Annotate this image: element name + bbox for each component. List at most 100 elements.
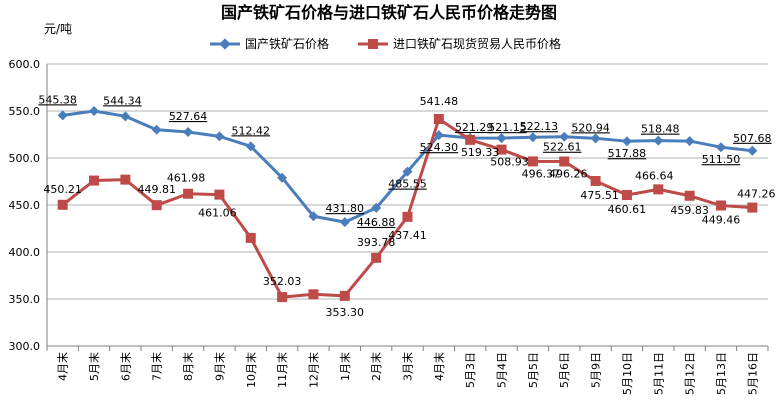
x-tick-label: 12月末 xyxy=(306,352,320,388)
data-label: 521.15 xyxy=(488,121,527,134)
y-axis: 300.0 350.0 400.0 450.0 500.0 550.0 600.0 xyxy=(9,58,48,353)
x-tick-label: 9月末 xyxy=(212,352,226,381)
point-marker xyxy=(89,175,100,186)
x-tick-label: 5月11日 xyxy=(652,352,665,395)
data-label: 459.83 xyxy=(670,204,709,217)
x-tick-label: 5月3日 xyxy=(464,352,477,388)
data-label: 527.64 xyxy=(169,110,208,123)
data-label: 544.34 xyxy=(103,94,142,107)
point-marker xyxy=(371,252,382,263)
y-tick-label: 450.0 xyxy=(9,199,41,212)
series-line-1 xyxy=(61,117,753,299)
point-marker xyxy=(747,202,758,213)
point-marker xyxy=(183,127,194,138)
y-tick-label: 500.0 xyxy=(9,152,41,165)
y-tick-label: 350.0 xyxy=(9,293,41,306)
point-marker xyxy=(57,110,68,121)
point-marker xyxy=(57,199,68,210)
data-label: 496.37 xyxy=(522,167,561,180)
data-label: 461.98 xyxy=(167,172,206,185)
series-layer xyxy=(57,106,758,303)
data-label: 541.48 xyxy=(420,95,459,108)
point-marker xyxy=(621,190,632,201)
data-label: 475.51 xyxy=(580,189,619,202)
point-marker xyxy=(371,202,382,213)
point-marker xyxy=(527,132,538,143)
point-marker xyxy=(684,136,695,147)
data-label: 393.78 xyxy=(357,236,396,249)
x-tick-label: 5月9日 xyxy=(590,352,603,388)
data-label: 449.46 xyxy=(702,214,741,227)
point-marker xyxy=(590,176,601,187)
point-marker xyxy=(496,133,507,144)
data-label: 521.29 xyxy=(455,121,494,134)
data-label: 431.80 xyxy=(326,202,365,215)
x-tick-label: 2月末 xyxy=(369,352,383,381)
chart-title: 国产铁矿石价格与进口铁矿石人民币价格走势图 xyxy=(221,3,557,22)
x-tick-label: 1月末 xyxy=(338,352,352,381)
data-label: 450.21 xyxy=(43,183,82,196)
x-tick-label: 5月4日 xyxy=(496,352,509,388)
point-marker xyxy=(151,124,162,135)
data-label: 524.30 xyxy=(420,141,459,154)
data-label: 496.26 xyxy=(549,168,588,181)
x-tick-label: 6月末 xyxy=(118,352,132,381)
data-label: 447.26 xyxy=(737,188,776,201)
x-tick-label: 11月末 xyxy=(275,352,289,388)
data-label: 460.61 xyxy=(608,203,647,216)
point-marker xyxy=(214,189,225,200)
point-marker xyxy=(277,172,288,183)
point-marker xyxy=(433,130,444,141)
point-marker xyxy=(621,136,632,147)
point-marker xyxy=(89,106,100,116)
point-marker xyxy=(715,200,726,211)
x-tick-label: 4月末 xyxy=(56,352,70,381)
point-marker xyxy=(245,141,256,152)
x-tick-label: 5月13日 xyxy=(715,352,728,395)
x-tick-label: 3月末 xyxy=(401,352,415,381)
point-marker xyxy=(653,135,664,146)
point-marker xyxy=(527,156,538,167)
x-tick-label: 5月末 xyxy=(87,352,101,381)
y-tick-label: 400.0 xyxy=(9,246,41,259)
point-marker xyxy=(308,211,319,222)
data-label: 511.50 xyxy=(702,153,741,166)
y-tick-label: 600.0 xyxy=(9,58,41,71)
x-tick-label: 5月10日 xyxy=(621,352,634,395)
y-tick-label: 550.0 xyxy=(9,105,41,118)
point-marker xyxy=(120,174,131,185)
point-marker xyxy=(559,131,570,142)
point-marker xyxy=(402,166,413,177)
legend: 国产铁矿石价格 进口铁矿石现货贸易人民币价格 xyxy=(210,36,561,51)
data-label: 517.88 xyxy=(608,147,647,160)
point-marker xyxy=(339,217,350,228)
data-label: 522.13 xyxy=(520,120,559,133)
point-marker xyxy=(183,188,194,199)
x-axis: 4月末 5月末 6月末 7月末 8月末 9月末 10月末 11月末 12月末 1月末 2月末 3月末 4… xyxy=(46,345,769,395)
data-label: 352.03 xyxy=(263,275,302,288)
y-tick-label: 300.0 xyxy=(9,340,41,353)
data-label: 466.64 xyxy=(635,169,674,182)
point-marker xyxy=(277,292,288,303)
x-tick-label: 5月6日 xyxy=(558,352,571,388)
point-marker xyxy=(496,144,507,155)
point-marker xyxy=(402,211,413,222)
data-label: 545.38 xyxy=(38,93,77,106)
x-tick-label: 4月末 xyxy=(432,352,446,381)
data-label: 449.81 xyxy=(137,183,176,196)
point-marker xyxy=(433,114,444,125)
data-label: 512.42 xyxy=(232,124,271,137)
data-label: 353.30 xyxy=(326,306,365,319)
point-marker xyxy=(151,200,162,211)
legend-marker-domestic xyxy=(219,38,231,50)
point-marker xyxy=(465,134,476,145)
point-marker xyxy=(245,232,256,243)
legend-label-domestic: 国产铁矿石价格 xyxy=(245,36,329,51)
data-label: 508.93 xyxy=(490,156,529,169)
point-marker xyxy=(715,142,726,153)
point-marker xyxy=(590,133,601,144)
point-marker xyxy=(214,131,225,142)
x-tick-label: 5月16日 xyxy=(746,352,759,395)
data-label: 446.88 xyxy=(357,216,396,229)
point-marker xyxy=(653,184,664,195)
